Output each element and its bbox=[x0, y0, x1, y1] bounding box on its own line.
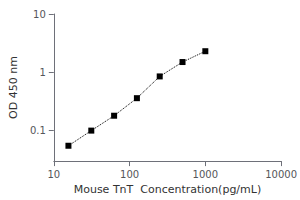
svg-text:0.1: 0.1 bbox=[30, 125, 46, 136]
svg-text:10: 10 bbox=[33, 9, 46, 20]
svg-text:10000: 10000 bbox=[265, 169, 297, 180]
svg-text:10: 10 bbox=[47, 169, 60, 180]
svg-text:100: 100 bbox=[120, 169, 139, 180]
svg-text:Mouse TnT Concentration(pg/mL: Mouse TnT Concentration(pg/mL) bbox=[74, 183, 262, 196]
svg-text:1000: 1000 bbox=[193, 169, 218, 180]
svg-text:1: 1 bbox=[39, 67, 45, 78]
svg-text:OD 450 nm: OD 450 nm bbox=[7, 56, 20, 119]
